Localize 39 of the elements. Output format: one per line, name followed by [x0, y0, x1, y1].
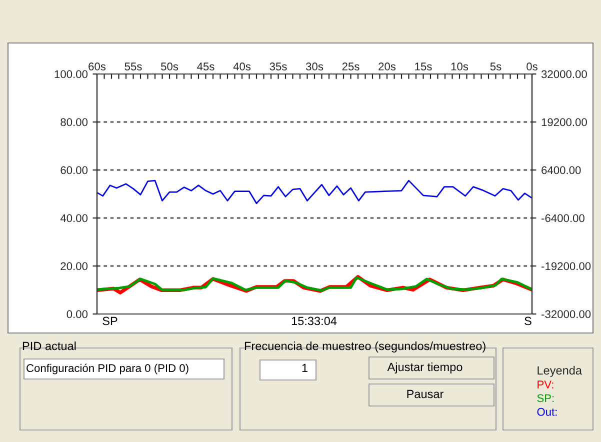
y-tick-label: 60.00 [60, 166, 88, 174]
text: Out: [537, 408, 557, 416]
text: S [524, 316, 532, 326]
legend-title: Leyenda [538, 366, 582, 377]
x-tick-label: 15s [415, 62, 432, 70]
x-tick-label: 25s [342, 62, 360, 70]
x-tick-label: 60s [88, 62, 106, 70]
y-tick-label: 0.00 [66, 310, 88, 318]
text: PV: [538, 380, 554, 388]
text: 15:33:04 [292, 316, 337, 326]
text: Pausar [407, 390, 444, 398]
y-tick-label: 40.00 [60, 214, 88, 222]
text: SP: [537, 394, 554, 402]
x-tick-label: 30s [306, 62, 324, 70]
text: SP [102, 316, 118, 326]
y2-tick-label: 19200.00 [542, 118, 587, 126]
text: 1 [302, 364, 308, 372]
y-tick-label: 100.00 [54, 70, 88, 78]
text: PID actual [22, 341, 76, 350]
y-tick-label: 80.00 [60, 118, 88, 126]
y2-tick-label: 32000.00 [541, 70, 587, 78]
y2-tick-label: -32000.00 [542, 310, 591, 318]
x-tick-label: 45s [197, 62, 214, 70]
x-tick-label: 20s [378, 62, 396, 70]
x-tick-label: 0s [526, 62, 538, 70]
text: Ajustar tiempo [387, 362, 462, 374]
x-tick-label: 55s [124, 62, 142, 70]
y-tick-label: 20.00 [60, 262, 88, 270]
x-tick-label: 35s [270, 62, 287, 70]
text: Frecuencia de muestreo (segundos/muestreo) [244, 341, 486, 353]
line-series [97, 180, 532, 204]
y2-tick-label: 6400.00 [542, 166, 581, 174]
x-tick-label: 5s [490, 62, 502, 70]
x-tick-label: 40s [233, 62, 251, 70]
x-tick-label: 50s [160, 62, 178, 70]
text: Configuración PID para 0 (PID 0) [26, 364, 188, 374]
x-tick-label: 10s [451, 62, 468, 70]
y2-tick-label: -19200.00 [542, 262, 591, 270]
y2-tick-label: -6400.00 [542, 214, 584, 222]
